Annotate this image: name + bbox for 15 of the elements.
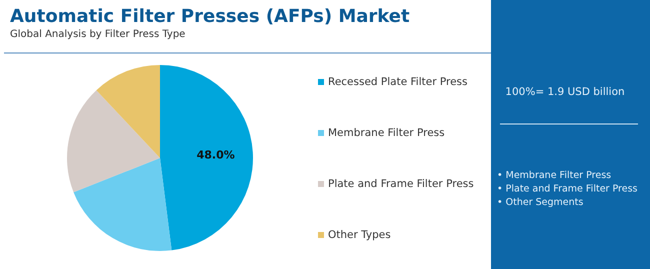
- legend-label: Other Types: [328, 229, 391, 241]
- pie-slice: [96, 65, 160, 158]
- text: 100%= 1.9 USD billion: [505, 86, 625, 98]
- text: • Plate and Frame Filter Press: [497, 184, 638, 194]
- pie-slice: [160, 65, 253, 250]
- legend-label: Plate and Frame Filter Press: [328, 178, 474, 190]
- legend-label: Recessed Plate Filter Press: [328, 76, 468, 88]
- pie-slice: [74, 158, 172, 251]
- legend-label: Membrane Filter Press: [328, 127, 445, 139]
- data-label: 48.0%: [196, 148, 235, 162]
- pie-slice: [67, 90, 160, 192]
- text: • Membrane Filter Press: [497, 170, 612, 181]
- chart-subtitle: Global Analysis by Filter Press Type: [10, 29, 186, 40]
- text: • Other Segments: [497, 197, 584, 208]
- chart-title: Automatic Filter Presses (AFPs) Market: [10, 6, 410, 27]
